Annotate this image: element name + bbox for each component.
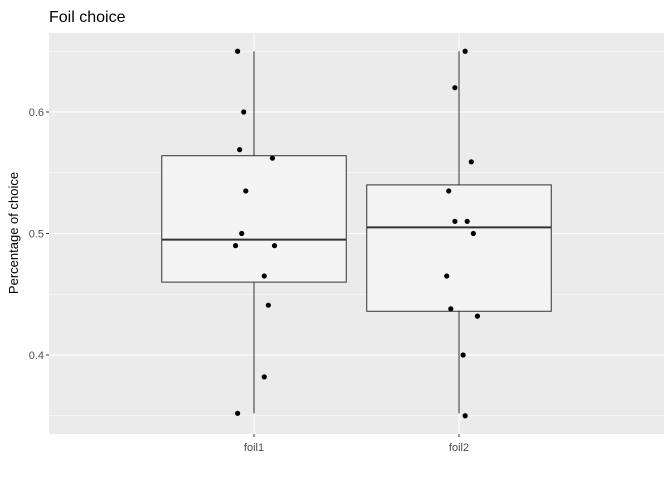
chart-title: Foil choice [49,9,126,26]
data-point [243,188,249,194]
iqr-box [161,155,347,283]
box-foil1 [161,51,347,414]
x-tick-label: foil1 [244,442,264,454]
data-point [462,48,468,54]
data-point [235,410,241,416]
boxes-layer [161,51,552,414]
data-point [232,243,239,249]
y-axis: 0.4 0.5 0.6 [29,107,49,362]
y-tick-label: 0.5 [29,229,44,241]
x-axis: foil1 foil2 [244,434,469,454]
data-point [271,243,278,249]
data-point [474,313,481,319]
data-point [444,273,450,279]
data-point [468,159,474,165]
iqr-box [366,184,552,312]
data-point [269,155,276,161]
y-tick-label: 0.6 [29,107,44,119]
data-point [452,85,458,91]
data-point [470,230,476,237]
data-point [261,374,267,380]
data-point [235,48,241,54]
data-point [237,147,243,153]
x-tick-label: foil2 [449,442,469,454]
data-point [448,306,454,312]
data-point [446,188,452,194]
data-point [452,218,458,224]
y-tick-label: 0.4 [29,350,44,362]
points-layer [232,48,481,419]
data-point [464,218,470,224]
data-point [265,302,271,308]
data-point [241,109,247,115]
data-point [460,352,466,358]
data-point [261,273,267,279]
data-point [239,230,245,237]
minor-gridlines [49,50,664,417]
y-axis-title: Percentage of choice [6,172,21,294]
data-point [462,413,468,419]
box-foil2 [366,51,552,414]
